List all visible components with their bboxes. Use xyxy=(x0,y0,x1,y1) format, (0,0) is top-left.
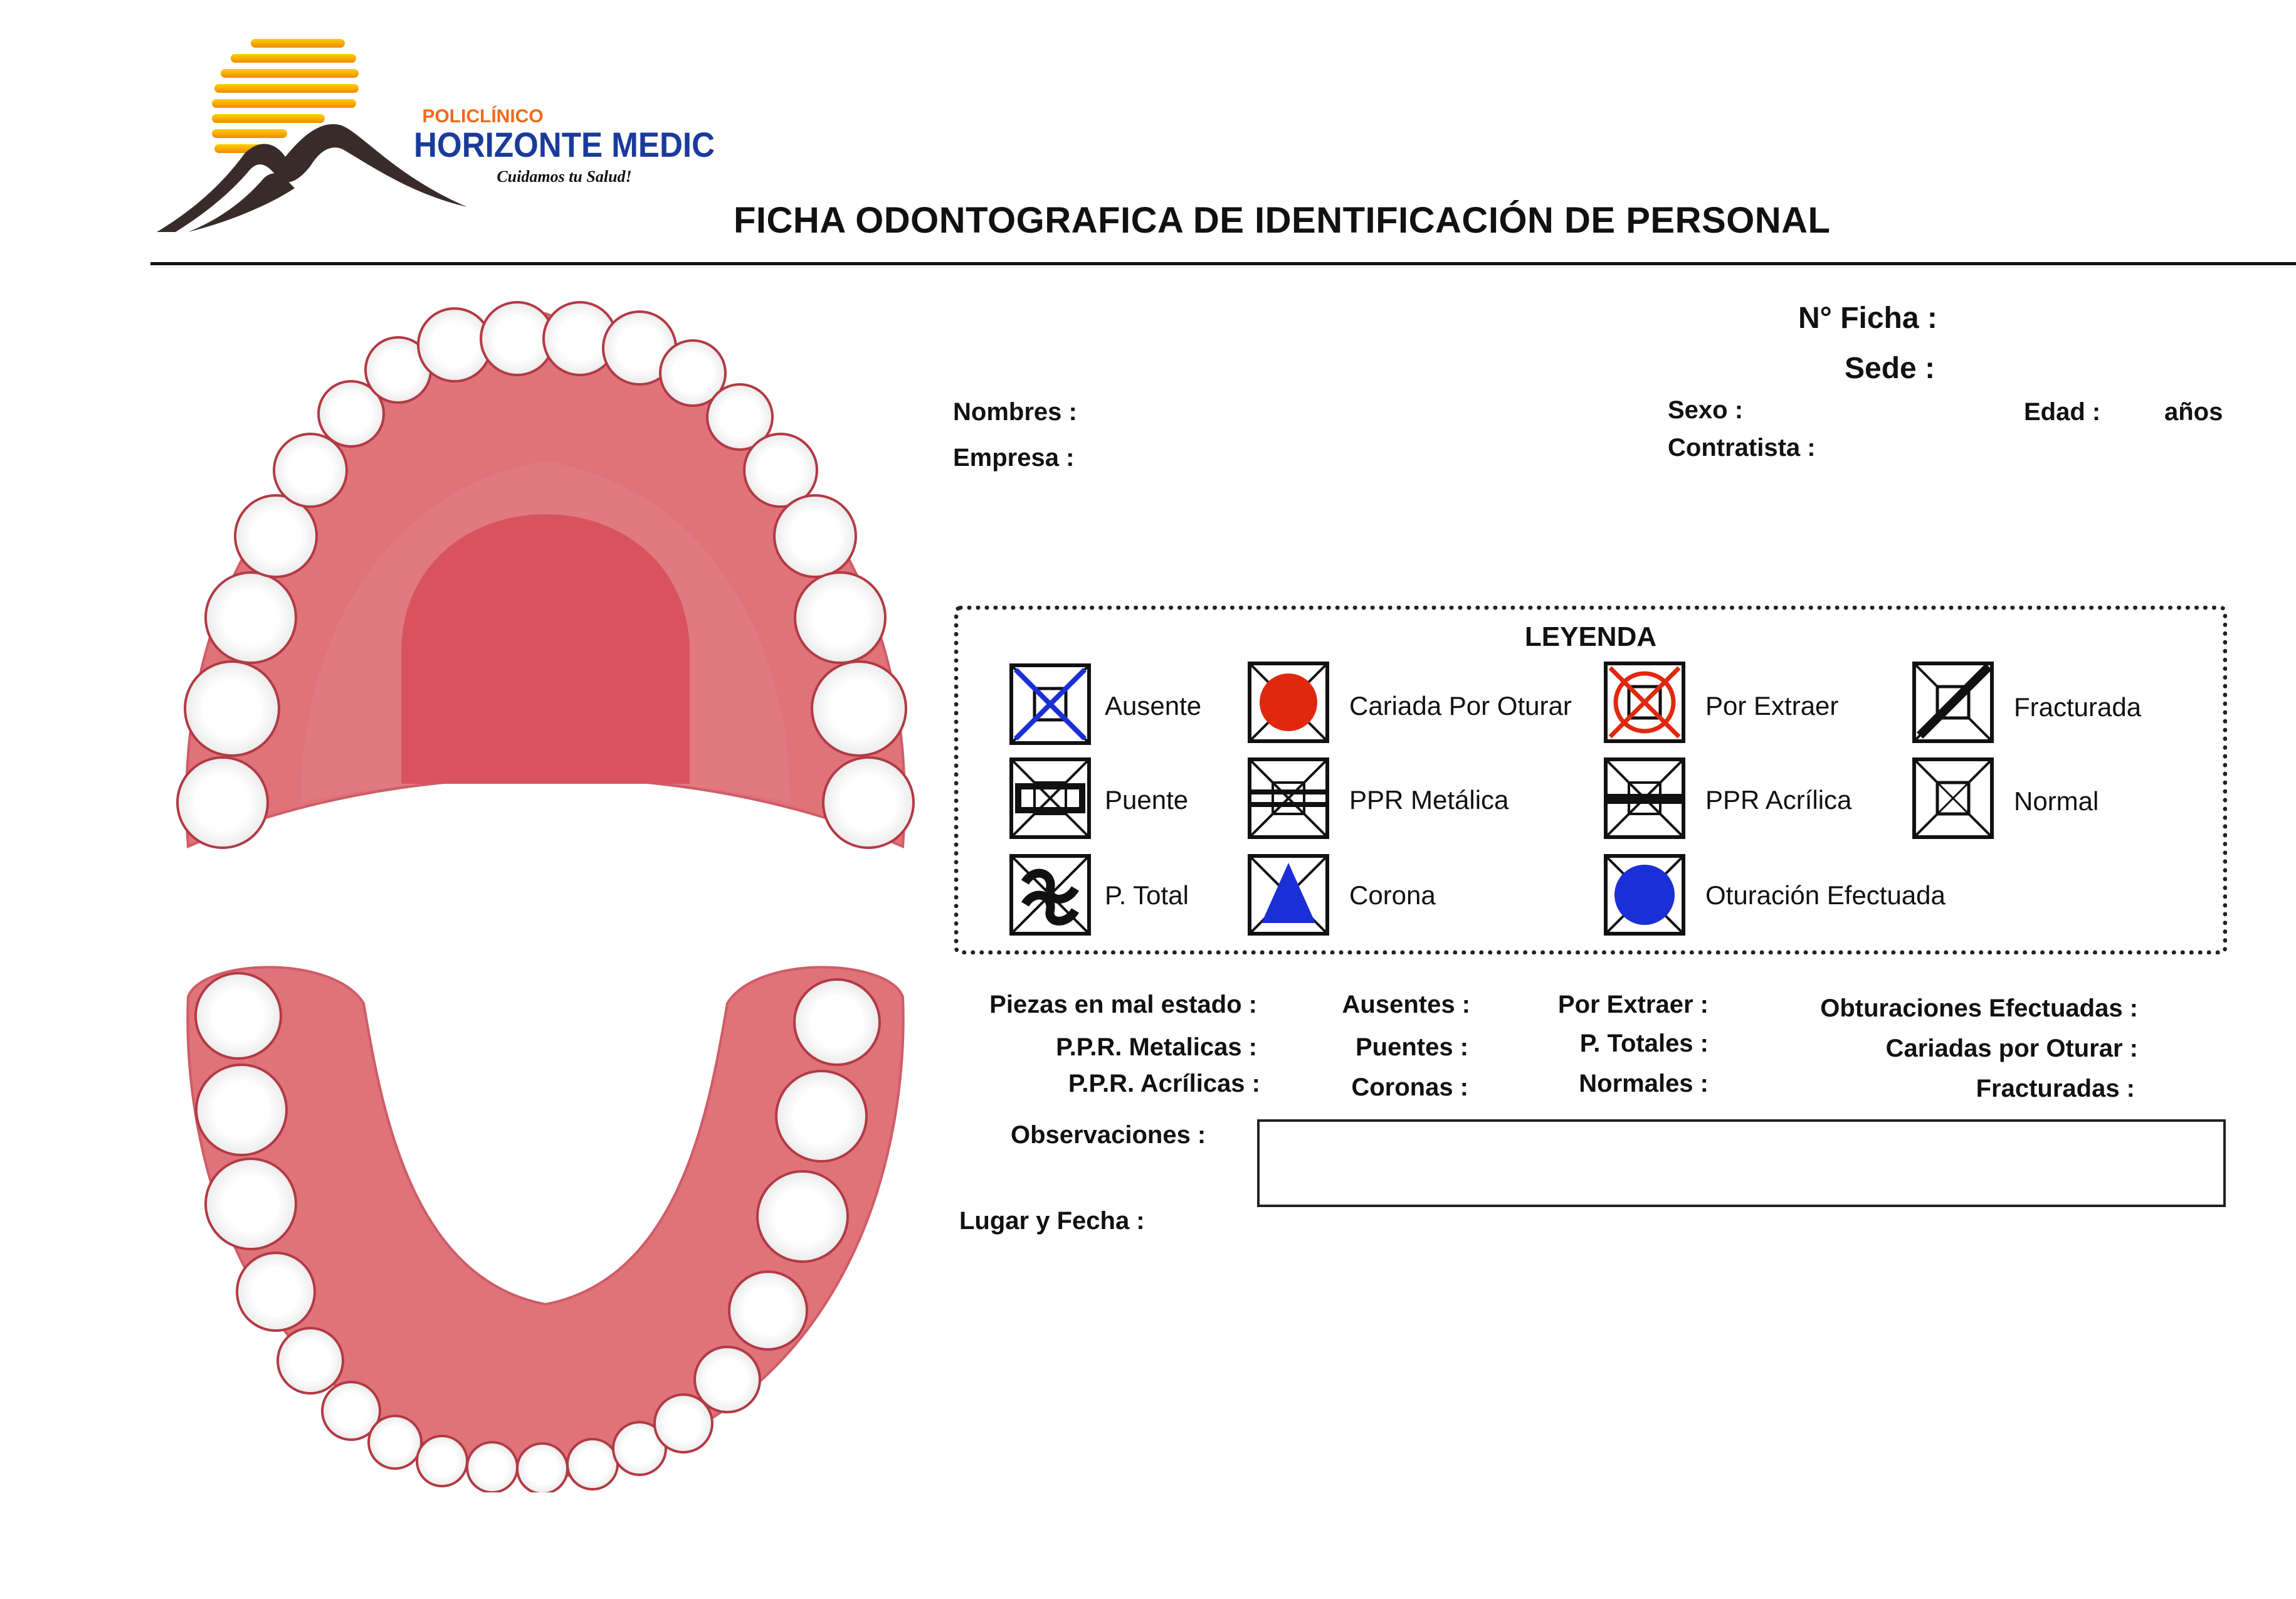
lower-tooth xyxy=(466,1441,519,1492)
lower-tooth xyxy=(612,1421,667,1476)
legend-label-normal: Normal xyxy=(2014,786,2099,816)
cariada-icon xyxy=(1248,662,1329,743)
upper-tooth xyxy=(743,433,818,508)
legend-label-por-extraer: Por Extraer xyxy=(1705,691,1839,720)
observaciones-label: Observaciones : xyxy=(1011,1121,1206,1149)
ausentes-label: Ausentes : xyxy=(1342,991,1471,1018)
edad-label: Edad : xyxy=(2024,398,2101,426)
ppr-acrilicas-label: P.P.R. Acrílicas : xyxy=(1068,1070,1260,1097)
empresa-label: Empresa : xyxy=(953,444,1075,472)
obturaciones-efectuadas-label: Obturaciones Efectuadas : xyxy=(1820,995,2138,1022)
lower-tooth xyxy=(793,978,881,1066)
piezas-mal-estado-label: Piezas en mal estado : xyxy=(989,991,1257,1018)
legend-label-fracturada: Fracturada xyxy=(2014,692,2142,722)
lugar-fecha-label: Lugar y Fecha : xyxy=(959,1207,1145,1235)
upper-tooth xyxy=(811,660,907,757)
upper-tooth xyxy=(773,494,857,578)
anos-label: años xyxy=(2164,398,2223,426)
fracturada-icon xyxy=(1912,662,1994,743)
legend-label-ppr-acrilica: PPR Acrílica xyxy=(1705,785,1852,815)
legend-box: LEYENDA xyxy=(954,606,2227,954)
legend-label-ppr-metalica: PPR Metálica xyxy=(1349,785,1509,815)
slogan-text: Cuidamos tu Salud! xyxy=(497,167,631,186)
ppr-metalica-icon xyxy=(1248,757,1329,839)
cariadas-por-oturar-label: Cariadas por Oturar : xyxy=(1885,1035,2138,1062)
page-title: FICHA ODONTOGRAFICA DE IDENTIFICACIÓN DE… xyxy=(734,200,1831,241)
dental-arches-diagram xyxy=(176,301,915,1492)
lower-tooth xyxy=(516,1442,569,1492)
upper-tooth xyxy=(234,494,318,578)
lower-tooth xyxy=(756,1170,849,1263)
coronas-label: Coronas : xyxy=(1351,1074,1468,1101)
upper-tooth xyxy=(659,339,727,407)
legend-label-corona: Corona xyxy=(1349,880,1436,910)
upper-tooth xyxy=(273,433,348,508)
lower-tooth xyxy=(566,1438,619,1491)
legend-label-ausente: Ausente xyxy=(1105,691,1202,720)
lower-tooth xyxy=(367,1415,423,1470)
lower-tooth xyxy=(693,1346,761,1413)
upper-tooth xyxy=(822,756,915,849)
nombres-label: Nombres : xyxy=(953,398,1077,426)
clinic-logo: POLICLÍNICO HORIZONTE MEDIC Cuidamos tu … xyxy=(157,39,715,232)
observaciones-field[interactable] xyxy=(1257,1119,2226,1207)
ppr-acrilica-icon xyxy=(1604,757,1685,839)
clinic-name-text: HORIZONTE MEDIC xyxy=(414,125,715,164)
lower-tooth xyxy=(194,972,282,1060)
oturacion-icon xyxy=(1604,854,1685,936)
legend-label-puente: Puente xyxy=(1105,785,1189,815)
lower-tooth xyxy=(321,1381,381,1441)
ausente-icon xyxy=(1009,663,1091,745)
contratista-label: Contratista : xyxy=(1668,434,1816,462)
ficha-label: N° Ficha : xyxy=(1798,302,1937,335)
puentes-label: Puentes : xyxy=(1355,1033,1468,1061)
p-total-icon xyxy=(1009,854,1091,936)
normales-label: Normales : xyxy=(1579,1070,1709,1097)
lower-arch xyxy=(186,966,905,1492)
lower-tooth xyxy=(276,1327,344,1395)
legend-label-oturacion: Oturación Efectuada xyxy=(1705,880,1946,910)
por-extraer-label: Por Extraer : xyxy=(1557,991,1709,1018)
p-totales-label: P. Totales : xyxy=(1579,1030,1709,1057)
upper-tooth xyxy=(417,307,492,383)
normal-icon xyxy=(1912,757,1994,839)
legend-label-cariada: Cariada Por Oturar xyxy=(1349,691,1572,720)
upper-arch xyxy=(176,301,915,849)
por-extraer-icon xyxy=(1604,662,1685,743)
upper-tooth xyxy=(184,660,280,757)
lower-tooth xyxy=(728,1270,808,1351)
lower-tooth xyxy=(653,1393,714,1454)
ppr-metalicas-label: P.P.R. Metalicas : xyxy=(1056,1033,1257,1061)
sede-label: Sede : xyxy=(1845,352,1935,385)
upper-tooth xyxy=(706,383,774,451)
clinic-top-text: POLICLÍNICO xyxy=(422,105,543,127)
lower-tooth xyxy=(204,1158,297,1250)
lower-tooth xyxy=(775,1070,868,1163)
lower-tooth xyxy=(195,1063,288,1156)
lower-tooth xyxy=(416,1435,468,1487)
fracturadas-label: Fracturadas : xyxy=(1976,1075,2135,1102)
upper-tooth xyxy=(794,571,887,664)
upper-tooth xyxy=(176,756,269,849)
sexo-label: Sexo : xyxy=(1668,396,1744,424)
upper-tooth xyxy=(204,571,297,664)
legend-title: LEYENDA xyxy=(1524,621,1657,652)
header-divider xyxy=(150,262,2296,265)
legend-label-p-total: P. Total xyxy=(1105,880,1189,910)
upper-tooth xyxy=(317,380,385,448)
corona-icon xyxy=(1248,854,1329,936)
puente-icon xyxy=(1009,757,1091,839)
lower-tooth xyxy=(236,1252,316,1332)
